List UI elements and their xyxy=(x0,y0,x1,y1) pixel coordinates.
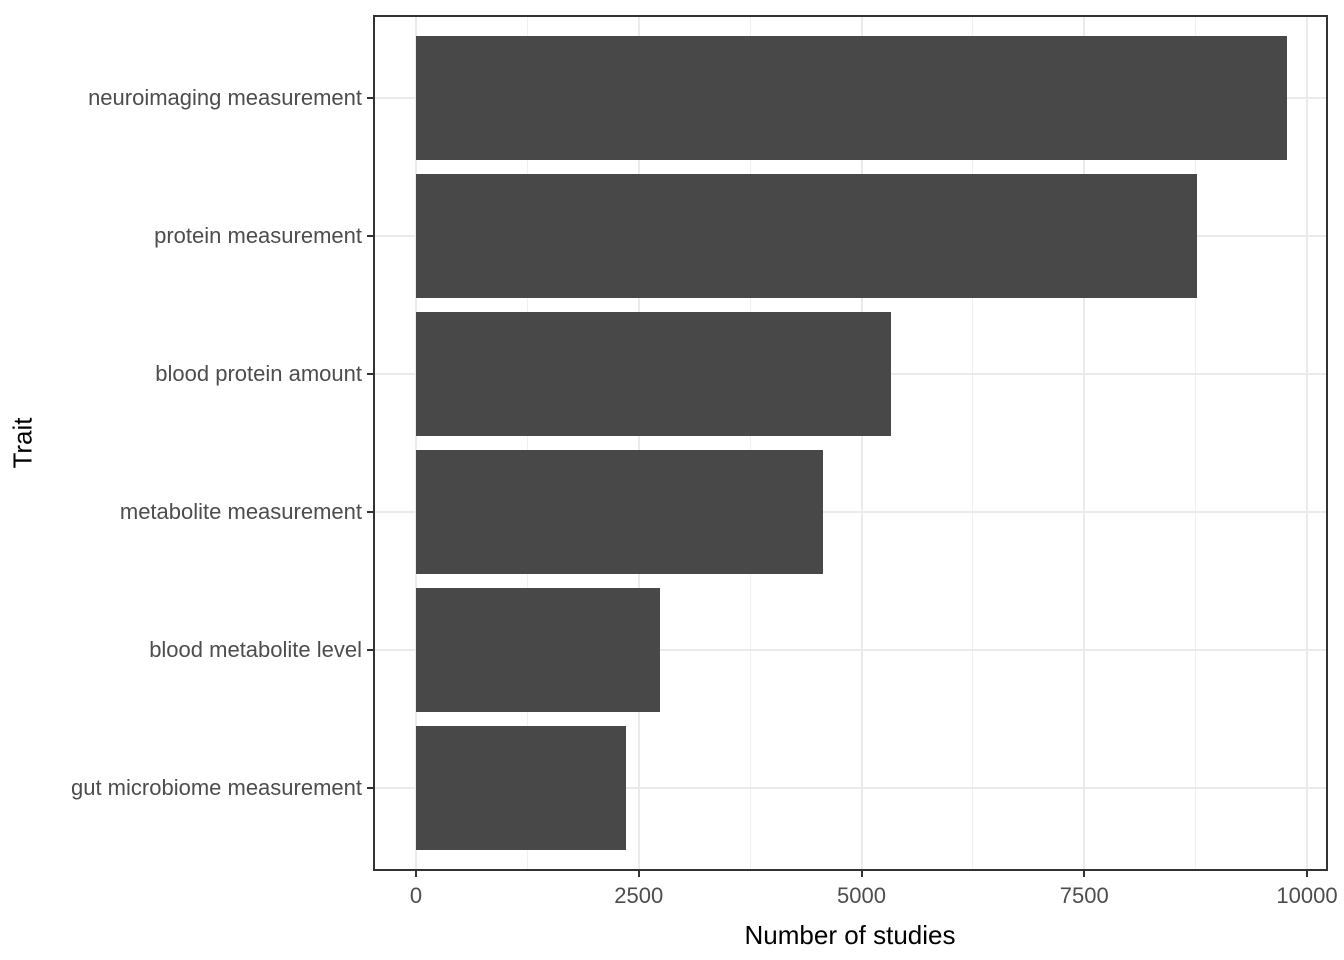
x-major-gridline xyxy=(1083,15,1086,871)
y-tick-mark xyxy=(367,511,373,514)
y-tick-label-gut-microbiome-measurement: gut microbiome measurement xyxy=(70,775,362,801)
y-tick-label-blood-metabolite-level: blood metabolite level xyxy=(149,637,362,662)
x-tick-mark xyxy=(415,871,417,877)
y-tick-mark xyxy=(367,372,373,375)
x-tick-label: 7500 xyxy=(1059,883,1109,908)
x-tick-mark xyxy=(637,871,640,877)
x-minor-gridline xyxy=(972,15,974,871)
x-tick-label: 10000 xyxy=(1276,883,1338,908)
x-minor-gridline xyxy=(1195,15,1197,871)
y-tick-label-blood-protein-amount: blood protein amount xyxy=(155,360,362,386)
x-major-gridline xyxy=(860,15,863,871)
x-minor-gridline xyxy=(526,15,528,871)
y-tick-mark xyxy=(367,234,373,237)
bar-neuroimaging-measurement xyxy=(416,35,1288,160)
y-major-gridline xyxy=(373,649,1328,652)
x-major-gridline xyxy=(1306,15,1308,871)
bar-blood-protein-amount xyxy=(416,311,891,437)
bar-blood-metabolite-level xyxy=(416,587,661,713)
y-major-gridline xyxy=(373,511,1328,514)
bar-gut-microbiome-measurement xyxy=(416,726,627,851)
y-axis-title: Trait xyxy=(7,417,38,469)
x-tick-mark xyxy=(1306,871,1308,877)
plot-panel xyxy=(373,15,1328,871)
x-axis-title: Number of studies xyxy=(744,920,956,950)
y-tick-mark xyxy=(367,649,373,652)
bar-metabolite-measurement xyxy=(416,449,824,575)
x-tick-label: 2500 xyxy=(614,883,664,908)
x-minor-gridline xyxy=(749,15,751,871)
x-major-gridline xyxy=(637,15,640,871)
x-tick-label: 5000 xyxy=(837,883,886,908)
y-tick-label-metabolite-measurement: metabolite measurement xyxy=(119,498,362,524)
bar-protein-measurement xyxy=(416,173,1197,299)
y-tick-label-protein-measurement: protein measurement xyxy=(154,222,362,248)
y-tick-mark xyxy=(367,96,373,99)
x-tick-label: 0 xyxy=(409,883,423,908)
x-major-gridline xyxy=(415,15,417,871)
x-tick-mark xyxy=(860,871,863,877)
y-tick-mark xyxy=(367,787,373,790)
y-major-gridline xyxy=(373,787,1328,790)
y-tick-label-neuroimaging-measurement: neuroimaging measurement xyxy=(88,84,362,110)
x-tick-mark xyxy=(1083,871,1086,877)
